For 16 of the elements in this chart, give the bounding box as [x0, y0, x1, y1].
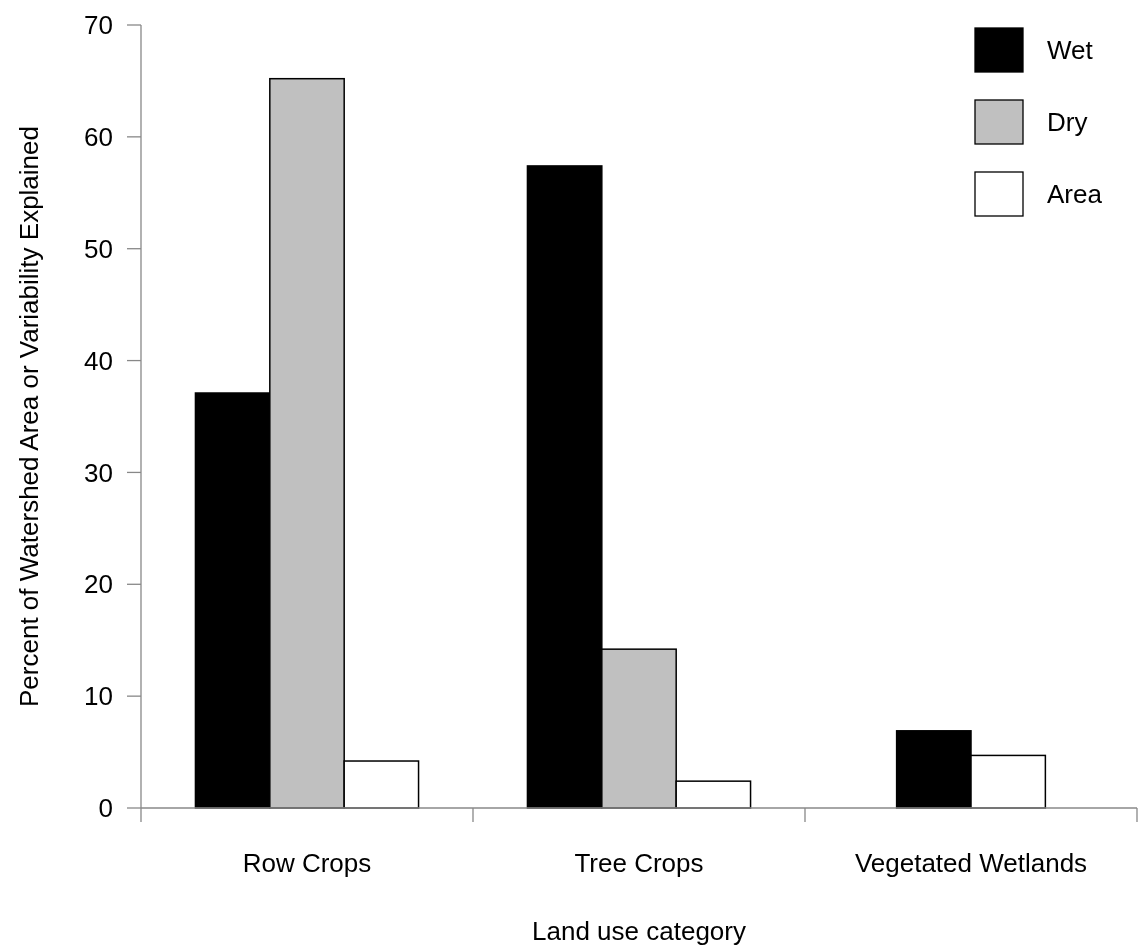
y-tick-label: 20 — [84, 569, 113, 600]
x-axis-title: Land use category — [532, 916, 746, 946]
legend-label: Area — [1047, 179, 1103, 210]
y-tick-label: 0 — [98, 793, 113, 824]
y-tick-label: 70 — [84, 10, 113, 41]
y-axis-title: Percent of Watershed Area or Variability Explained — [14, 126, 44, 707]
x-tick-label: Vegetated Wetlands — [854, 848, 1088, 878]
y-tick-label: 40 — [84, 345, 113, 376]
legend-label: Dry — [1047, 107, 1088, 138]
x-tick-label: Row Crops — [242, 848, 372, 878]
y-tick-label: 30 — [84, 457, 113, 488]
legend-label: Wet — [1047, 35, 1094, 66]
x-tick-label: Tree Crops — [574, 848, 704, 878]
y-tick-label: 60 — [84, 121, 113, 152]
y-tick-label: 50 — [84, 233, 113, 264]
y-tick-label: 10 — [84, 681, 113, 712]
